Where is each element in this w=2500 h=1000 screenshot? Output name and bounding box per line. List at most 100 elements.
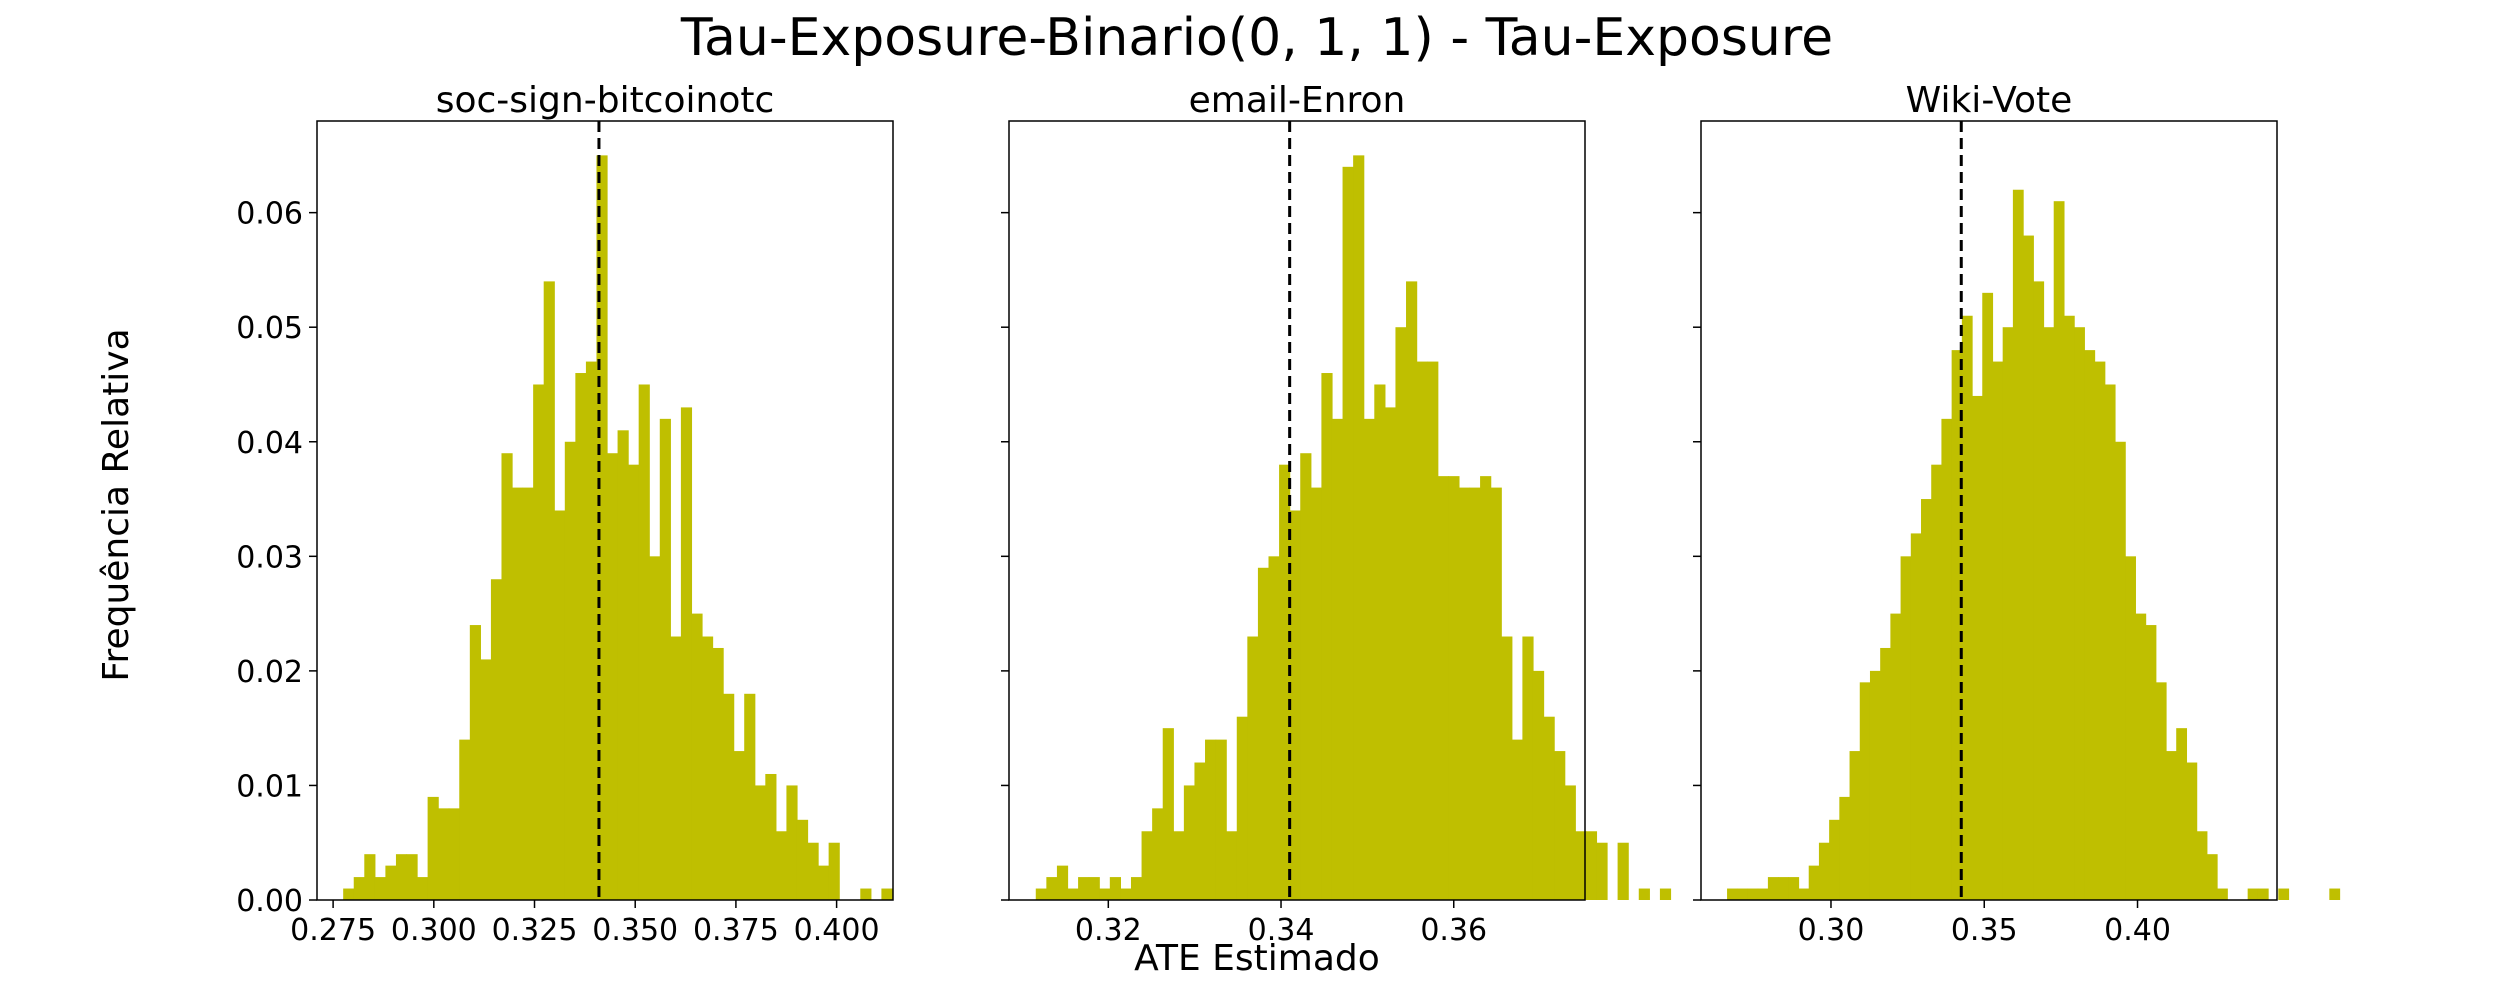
- histogram-bar: [1363, 418, 1375, 900]
- x-tick-label: 0.36: [1420, 913, 1487, 948]
- histogram-bar: [2012, 189, 2024, 901]
- histogram-bar: [649, 556, 661, 900]
- histogram-bar: [564, 441, 576, 900]
- histogram-bar: [1554, 751, 1566, 900]
- histogram-bar: [1511, 739, 1523, 900]
- histogram-bar: [1099, 888, 1111, 900]
- histogram-bar: [1788, 877, 1800, 900]
- x-tick-label: 0.40: [2104, 913, 2171, 948]
- histogram-bar: [2247, 888, 2259, 900]
- histogram-bar: [1480, 476, 1492, 900]
- x-axis-label: ATE Estimado: [1134, 938, 1380, 979]
- histogram-bar: [1458, 487, 1471, 900]
- x-tick-label: 0.30: [1798, 913, 1865, 948]
- histogram-bar: [512, 487, 524, 900]
- histogram-bar: [1839, 796, 1851, 900]
- histogram-bar: [501, 453, 513, 900]
- x-tick-label: 0.300: [391, 913, 477, 948]
- histogram-bar: [1757, 888, 1769, 900]
- y-tick-label: 0.02: [236, 655, 303, 690]
- y-tick-label: 0.03: [236, 540, 303, 575]
- histogram-bar: [2176, 728, 2188, 900]
- histogram-bar: [860, 888, 872, 900]
- histogram-bar: [1078, 877, 1090, 900]
- histogram-bar: [1829, 819, 1840, 900]
- histogram-bar: [818, 865, 830, 900]
- histogram-bar: [353, 877, 365, 900]
- histogram-bar: [1183, 785, 1196, 900]
- histogram-bar: [1747, 888, 1759, 900]
- histogram-bar: [1236, 716, 1248, 900]
- histogram-bar: [1321, 373, 1333, 900]
- histogram-bar: [670, 636, 682, 900]
- histogram-bar: [2329, 888, 2341, 900]
- histogram-bar: [1374, 384, 1386, 900]
- panel-soc-sign-bitcoinotc: soc-sign-bitcoinotc 0.275 0.300 0.325 0.350 0…: [236, 80, 894, 948]
- figure-title: Tau-Exposure-Binario(0, 1, 1) - Tau-Expo…: [680, 8, 1833, 68]
- histogram-bar: [385, 865, 397, 900]
- y-tick-label: 0.06: [236, 197, 303, 232]
- histogram-bar: [1342, 166, 1354, 900]
- histogram-bar: [1961, 315, 1973, 900]
- histogram-bar: [628, 464, 640, 900]
- x-tick-label: 0.325: [492, 913, 578, 948]
- histogram-bar: [701, 636, 714, 900]
- histogram-bar: [1120, 888, 1132, 900]
- histogram-bar: [1109, 877, 1121, 900]
- histogram-bar: [1173, 831, 1185, 900]
- histogram-bar: [1490, 487, 1502, 900]
- histogram-bar: [1384, 407, 1397, 900]
- histogram-bar: [1162, 728, 1174, 900]
- histogram-bar: [723, 693, 735, 900]
- histogram-bar: [1331, 418, 1344, 900]
- histogram-bar: [1427, 361, 1439, 900]
- histogram-bar: [2217, 888, 2228, 900]
- histogram-bar: [1737, 888, 1749, 900]
- histogram-bar: [1406, 281, 1418, 900]
- histogram-bar: [1767, 877, 1779, 900]
- histogram-bar: [2186, 762, 2198, 900]
- histogram-bar: [1289, 510, 1301, 900]
- histogram-bar: [1564, 785, 1576, 900]
- histogram-bar: [1659, 888, 1672, 900]
- histogram-bar: [1501, 636, 1513, 900]
- histogram-bar: [2145, 625, 2157, 900]
- histogram-bar: [1416, 361, 1428, 900]
- histogram-bar: [1469, 487, 1481, 900]
- histogram-bar: [765, 773, 777, 900]
- histogram-bar: [533, 384, 545, 900]
- histogram-bar: [2166, 751, 2177, 900]
- histogram-bar: [343, 888, 355, 900]
- histogram-bar: [1194, 762, 1206, 900]
- histogram-bar: [881, 888, 893, 900]
- histogram-bar: [1279, 464, 1291, 900]
- panel-email-enron: email-Enron 0.32 0.34 0.36: [1001, 80, 1672, 948]
- histogram-bar: [1596, 842, 1608, 900]
- histogram-bar: [607, 453, 619, 900]
- histogram-bar: [1522, 636, 1534, 900]
- histogram-bar: [1859, 682, 1871, 900]
- panel-title: email-Enron: [1189, 80, 1406, 121]
- histogram-bar: [2125, 556, 2136, 900]
- histogram-bar: [2196, 831, 2208, 900]
- histogram-bar: [1035, 888, 1047, 900]
- histogram-bar: [2206, 854, 2218, 900]
- histogram-bar: [459, 739, 471, 900]
- histogram-bar: [786, 785, 798, 900]
- histogram-bar: [1992, 361, 2004, 900]
- histogram-bar: [1798, 888, 1810, 900]
- histogram-bar: [680, 407, 693, 900]
- histogram-bar: [828, 842, 840, 900]
- histogram-bar: [2094, 361, 2106, 900]
- histogram-bar: [2257, 888, 2269, 900]
- histogram-bar: [796, 819, 809, 900]
- histogram-bar: [1890, 613, 1902, 900]
- histogram-bar: [1910, 533, 1922, 900]
- histogram-bar: [1141, 831, 1153, 900]
- histogram-bar: [659, 418, 671, 900]
- histogram-bar: [638, 384, 650, 900]
- histogram-bar: [744, 693, 756, 900]
- histogram-bar: [2278, 888, 2290, 900]
- x-tick-label: 0.400: [794, 913, 880, 948]
- y-tick-label: 0.05: [236, 311, 303, 346]
